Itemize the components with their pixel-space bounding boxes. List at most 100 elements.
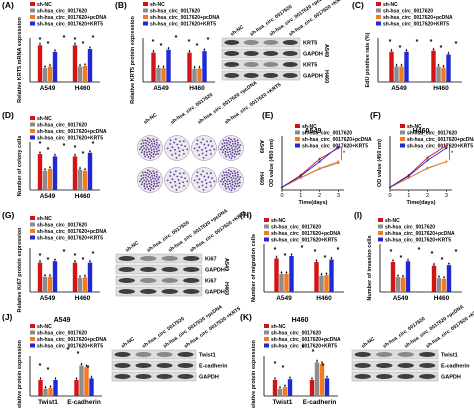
blot-band <box>243 50 259 57</box>
colony-dot <box>153 142 156 145</box>
series-point <box>426 166 429 169</box>
colony-dot <box>198 146 201 149</box>
colony-dot <box>205 150 208 153</box>
blot-band <box>161 255 178 262</box>
colony-dot <box>227 139 230 142</box>
legend-swatch <box>378 224 383 229</box>
legend-entry: sh-NC <box>385 218 400 224</box>
bar <box>72 156 78 190</box>
data-point <box>392 259 394 262</box>
colony-dot <box>226 183 229 186</box>
colony-dot <box>184 145 186 148</box>
blot-band <box>263 39 279 46</box>
x-tick-label: 3 <box>445 193 448 199</box>
y-axis-label: Number of invasion cells <box>367 235 373 300</box>
significance-star: * <box>399 45 402 52</box>
colony-dot <box>147 169 149 172</box>
bar <box>82 170 88 190</box>
blot-label: E-cadherin <box>441 364 470 370</box>
legend-swatch <box>264 343 269 348</box>
blot-band <box>177 362 194 369</box>
colony-dot <box>141 149 144 151</box>
bar <box>52 156 58 190</box>
colony-dot <box>154 145 156 148</box>
y-axis-label: Number of colony cells <box>17 136 23 197</box>
colony-dot <box>143 147 145 150</box>
colony-dot <box>158 149 160 152</box>
colony-dot <box>149 138 151 141</box>
legend-swatch <box>30 116 35 120</box>
bar <box>395 277 401 292</box>
colony-dot <box>231 155 234 157</box>
colony-dot <box>225 139 228 142</box>
bar <box>79 365 84 396</box>
colony-dot <box>154 153 157 156</box>
colony-dot <box>238 146 241 149</box>
data-point <box>89 260 91 262</box>
colony-dot <box>151 174 153 177</box>
colony-dot <box>156 173 158 176</box>
bar <box>314 262 319 292</box>
colony-dot <box>239 149 241 152</box>
legend-swatch <box>30 2 35 6</box>
blot-label: GAPDH <box>199 375 219 381</box>
colony-dot <box>157 178 160 181</box>
colony-dot <box>182 172 185 175</box>
colony-dot <box>236 182 239 185</box>
lane-label: sh-hsa_circ_0017620 <box>170 92 215 126</box>
legend-entry: sh-NC <box>302 124 317 130</box>
colony-dot <box>144 174 147 176</box>
legend-entry: sh-NC <box>383 2 398 8</box>
blot-label: GAPDH <box>205 290 225 296</box>
colony-dot <box>204 147 207 149</box>
colony-dot <box>231 147 233 149</box>
x-tick-label: 2 <box>426 193 429 199</box>
colony-dot <box>236 150 239 153</box>
colony-dot <box>232 145 235 148</box>
blot-band <box>140 266 157 273</box>
blot-band <box>183 255 200 262</box>
colony-dot <box>153 172 156 175</box>
colony-dot <box>209 172 212 175</box>
significance-star: * <box>175 35 178 42</box>
colony-dot <box>221 183 224 186</box>
legend-swatch <box>143 8 148 13</box>
colony-dot <box>155 139 158 142</box>
colony-dot <box>203 143 206 146</box>
blot-band <box>135 351 152 358</box>
blot-band <box>161 288 178 295</box>
colony-dot <box>221 142 224 145</box>
legend-swatch <box>30 229 35 233</box>
data-point <box>285 271 288 274</box>
bar <box>309 380 315 396</box>
panel-J: (J) A549sh-NCsh-hsa_circ_0017620sh-hsa_ci… <box>2 304 242 408</box>
colony-dot <box>169 149 172 152</box>
data-point <box>39 260 41 262</box>
colony-dot <box>207 176 210 179</box>
blot-band <box>243 61 259 68</box>
panel-B: (B) sh-NCsh-hsa_circ_0017620sh-hsa_circ_0… <box>115 0 347 104</box>
blot-band <box>114 351 131 358</box>
bar <box>161 68 166 82</box>
colony-dot <box>239 144 242 147</box>
legend-swatch <box>264 237 269 242</box>
significance-star: * <box>430 39 433 46</box>
colony-dot <box>169 171 172 174</box>
legend-entry: sh-hsa_circ_0017620+KRT5 <box>407 144 473 150</box>
data-point <box>447 52 450 54</box>
blot-label: KRT5 <box>303 63 317 69</box>
series-point <box>388 186 392 189</box>
y-axis-label: EdU positive rate (%) <box>365 32 371 87</box>
bar <box>89 378 94 396</box>
colony-dot <box>235 145 237 148</box>
bar <box>329 259 334 292</box>
blot-band <box>161 277 178 284</box>
data-point <box>433 263 435 265</box>
data-point <box>39 151 41 154</box>
blot-label: Twist1 <box>199 353 216 359</box>
data-point <box>74 154 76 156</box>
colony-dot <box>158 144 161 147</box>
legend-entry: sh-hsa_circ_0017620 <box>271 331 321 337</box>
colony-dot <box>171 178 174 181</box>
bar <box>53 380 58 396</box>
